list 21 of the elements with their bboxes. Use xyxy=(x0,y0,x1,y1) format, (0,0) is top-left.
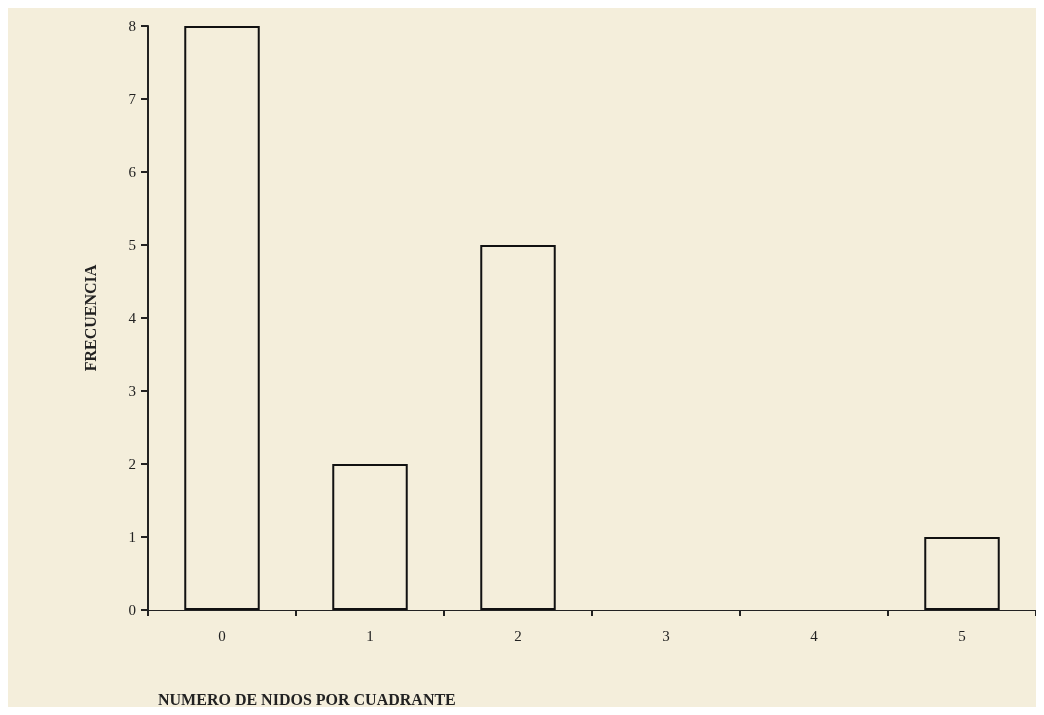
y-axis-title: FRECUENCIA xyxy=(81,264,99,372)
bar xyxy=(480,245,556,610)
y-tick-label: 1 xyxy=(128,529,136,545)
x-tick-label: 1 xyxy=(366,627,374,644)
x-tick-label: 2 xyxy=(514,627,522,644)
y-tick-label: 4 xyxy=(128,310,137,326)
x-tick-label: 3 xyxy=(662,627,670,644)
x-tick-label: 5 xyxy=(958,627,966,644)
y-tick-label: 2 xyxy=(128,456,136,472)
y-tick-label: 3 xyxy=(128,383,136,399)
bar xyxy=(184,26,260,610)
y-tick-label: 7 xyxy=(128,91,137,107)
y-tick-label: 0 xyxy=(128,602,136,618)
x-tick-label: 0 xyxy=(218,627,226,644)
y-tick-label: 5 xyxy=(128,237,136,253)
y-tick-label: 8 xyxy=(128,18,136,34)
bar xyxy=(924,537,1000,610)
bar xyxy=(332,464,408,610)
x-tick-label: 4 xyxy=(810,627,819,644)
y-tick-label: 6 xyxy=(128,164,137,180)
x-axis-title: NUMERO DE NIDOS POR CUADRANTE xyxy=(158,690,456,708)
